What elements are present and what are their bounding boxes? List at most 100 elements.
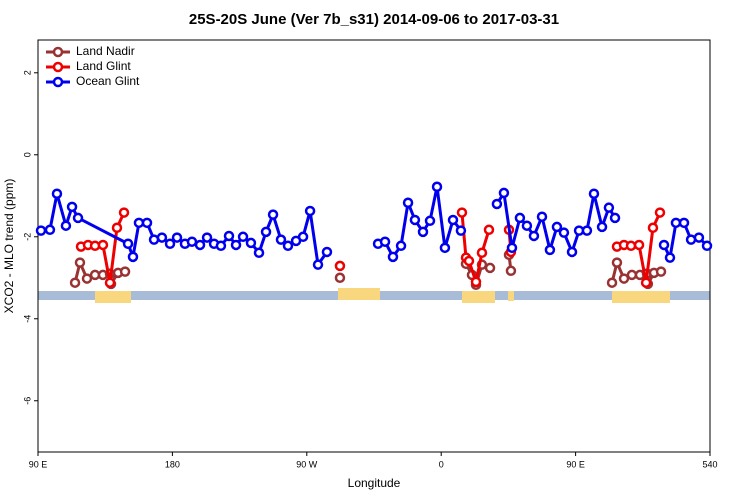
x-tick-label: 0	[439, 459, 444, 469]
data-point	[455, 225, 467, 236]
legend-label: Land Glint	[76, 59, 131, 73]
data-point	[606, 277, 618, 288]
data-point	[215, 240, 227, 252]
data-point	[237, 231, 249, 243]
data-point	[417, 226, 429, 238]
data-point	[491, 198, 503, 210]
data-point	[395, 240, 407, 252]
series-line	[73, 254, 662, 290]
y-tick-label: 0	[22, 152, 32, 157]
y-tick-label: -4	[22, 315, 32, 323]
data-point	[670, 217, 682, 229]
data-point	[127, 251, 139, 263]
data-point	[194, 239, 206, 251]
data-point	[505, 265, 517, 277]
data-point	[609, 212, 621, 224]
data-point	[230, 239, 242, 251]
land-patch	[462, 291, 495, 303]
data-point	[463, 255, 475, 267]
data-point	[253, 247, 265, 259]
data-point	[260, 226, 272, 238]
data-point	[528, 230, 540, 242]
y-tick-label: -6	[22, 397, 32, 405]
data-point	[566, 246, 578, 258]
data-point	[521, 220, 533, 231]
data-point	[171, 232, 183, 243]
data-point	[647, 222, 659, 234]
data-point	[245, 237, 257, 249]
data-point	[44, 224, 56, 236]
data-point	[321, 246, 333, 258]
data-point	[506, 242, 518, 254]
data-point	[409, 214, 421, 226]
data-point	[97, 239, 109, 251]
data-point	[334, 260, 346, 272]
data-point	[334, 272, 346, 284]
data-point	[304, 205, 316, 217]
legend-marker	[52, 76, 64, 88]
data-point	[104, 277, 116, 288]
y-tick-label: 2	[22, 70, 32, 75]
data-point	[625, 240, 637, 252]
data-point	[74, 257, 86, 268]
data-point	[387, 251, 399, 263]
data-point	[267, 209, 279, 220]
data-point	[701, 240, 713, 252]
data-point	[69, 277, 81, 288]
data-point	[60, 220, 72, 231]
data-point	[297, 231, 309, 243]
data-point	[141, 217, 153, 229]
land-patch	[612, 291, 670, 303]
data-point	[402, 197, 414, 209]
data-point	[201, 232, 213, 243]
data-point	[536, 211, 548, 222]
data-point	[618, 273, 630, 284]
data-point	[588, 188, 600, 199]
legend-marker	[52, 46, 64, 58]
data-point	[654, 207, 666, 218]
data-point	[111, 222, 123, 234]
legend-label: Land Nadir	[76, 44, 135, 58]
data-point	[72, 212, 84, 224]
data-point	[596, 221, 608, 233]
data-point	[558, 227, 570, 238]
data-point	[581, 225, 593, 236]
data-point	[118, 207, 130, 218]
data-point	[603, 202, 615, 213]
data-point	[35, 225, 47, 236]
y-tick-label: -2	[22, 233, 32, 241]
data-point	[424, 215, 436, 227]
land-patch	[338, 288, 380, 300]
x-tick-label: 180	[165, 459, 180, 469]
data-point	[122, 238, 134, 249]
data-point	[51, 188, 63, 199]
data-point	[447, 214, 459, 226]
data-point	[476, 247, 488, 259]
data-point	[470, 276, 482, 288]
data-point	[275, 234, 287, 245]
data-point	[456, 207, 468, 218]
data-point	[312, 259, 324, 270]
data-point	[439, 242, 451, 254]
data-point	[640, 277, 652, 288]
data-point	[633, 239, 645, 251]
data-point	[678, 217, 690, 229]
x-tick-label: 90 W	[296, 459, 318, 469]
surface-mask	[38, 288, 710, 303]
data-point	[498, 187, 510, 199]
data-point	[186, 236, 198, 247]
data-point	[544, 244, 556, 256]
data-point	[693, 232, 705, 243]
x-axis-label: Longitude	[348, 476, 401, 490]
data-point	[379, 236, 391, 247]
data-point	[611, 257, 623, 268]
data-point	[431, 181, 443, 193]
y-axis-label: XCO2 - MLO trend (ppm)	[2, 179, 16, 314]
data-point	[156, 232, 168, 243]
land-patch	[95, 291, 131, 303]
data-point	[484, 262, 496, 274]
data-point	[223, 230, 235, 242]
legend-marker	[52, 61, 64, 73]
data-point	[282, 240, 294, 252]
